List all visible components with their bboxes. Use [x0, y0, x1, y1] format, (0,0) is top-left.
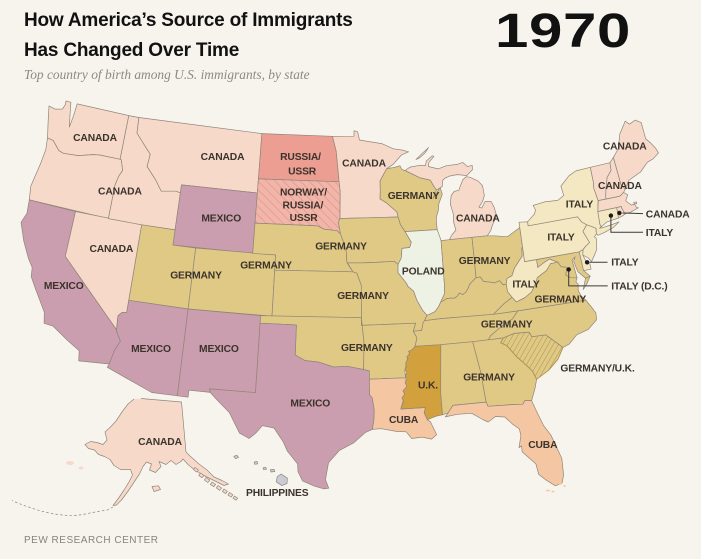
svg-text:CUBA: CUBA	[528, 440, 558, 451]
svg-text:CANADA: CANADA	[201, 152, 245, 163]
svg-text:MEXICO: MEXICO	[131, 344, 171, 355]
svg-text:USSR: USSR	[290, 213, 319, 224]
svg-text:GERMANY: GERMANY	[459, 256, 511, 267]
svg-text:GERMANY/U.K.: GERMANY/U.K.	[560, 364, 635, 375]
svg-text:ITALY: ITALY	[547, 233, 575, 244]
svg-text:USSR: USSR	[288, 166, 317, 177]
svg-text:ITALY: ITALY	[566, 200, 594, 211]
svg-text:MEXICO: MEXICO	[290, 399, 330, 410]
svg-text:MEXICO: MEXICO	[44, 281, 84, 292]
svg-text:CANADA: CANADA	[98, 186, 142, 197]
svg-text:CANADA: CANADA	[603, 141, 647, 152]
svg-text:ITALY: ITALY	[646, 228, 674, 239]
svg-text:CANADA: CANADA	[342, 159, 386, 170]
svg-text:U.K.: U.K.	[418, 381, 438, 392]
svg-text:GERMANY: GERMANY	[481, 320, 533, 331]
svg-text:GERMANY: GERMANY	[315, 242, 367, 253]
svg-text:RUSSIA/: RUSSIA/	[283, 201, 324, 212]
svg-text:CANADA: CANADA	[646, 210, 690, 221]
svg-text:GERMANY: GERMANY	[535, 295, 587, 306]
svg-text:ITALY (D.C.): ITALY (D.C.)	[611, 282, 667, 293]
svg-text:GERMANY: GERMANY	[388, 191, 440, 202]
svg-text:CUBA: CUBA	[389, 415, 419, 426]
svg-text:POLAND: POLAND	[402, 267, 445, 278]
svg-text:CANADA: CANADA	[598, 181, 642, 192]
svg-text:MEXICO: MEXICO	[201, 213, 241, 224]
svg-text:PHILIPPINES: PHILIPPINES	[246, 488, 309, 499]
svg-text:CANADA: CANADA	[138, 437, 182, 448]
svg-text:GERMANY: GERMANY	[341, 343, 393, 354]
svg-text:GERMANY: GERMANY	[240, 261, 292, 272]
svg-text:RUSSIA/: RUSSIA/	[280, 152, 321, 163]
svg-text:GERMANY: GERMANY	[170, 270, 222, 281]
svg-text:ITALY: ITALY	[611, 257, 639, 268]
svg-text:CANADA: CANADA	[456, 214, 500, 225]
svg-text:CANADA: CANADA	[89, 244, 133, 255]
svg-text:GERMANY: GERMANY	[463, 373, 515, 384]
svg-text:MEXICO: MEXICO	[199, 344, 239, 355]
svg-text:ITALY: ITALY	[512, 280, 540, 291]
svg-text:GERMANY: GERMANY	[337, 291, 389, 302]
svg-text:NORWAY/: NORWAY/	[280, 187, 327, 198]
svg-text:CANADA: CANADA	[73, 133, 117, 144]
